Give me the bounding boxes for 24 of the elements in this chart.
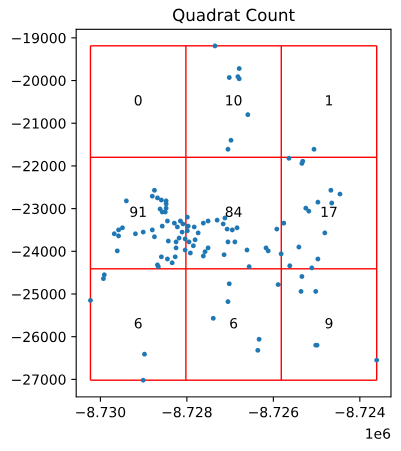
y-tick-label: −22000 xyxy=(12,160,66,172)
y-tick-label: −24000 xyxy=(12,246,66,257)
annotation: 6 xyxy=(230,318,238,329)
x-tick-label: −8.724 xyxy=(336,406,385,418)
x-tick-label: −8.726 xyxy=(249,406,298,418)
annotation: 91 xyxy=(130,206,146,218)
annotation: 10 xyxy=(226,95,242,106)
y-tick-label: −25000 xyxy=(12,288,66,300)
annotation: 9 xyxy=(325,318,332,329)
x-tick-label: −8.728 xyxy=(162,406,212,418)
annotation: 84 xyxy=(226,206,242,218)
x-tick-label: −8.730 xyxy=(76,406,126,418)
chart-title: Quadrat Count xyxy=(173,8,295,24)
annotation: 0 xyxy=(134,95,142,106)
text: 1e6 xyxy=(366,428,390,439)
y-tick-label: −23000 xyxy=(12,204,66,214)
y-tick-label: −26000 xyxy=(12,332,66,342)
y-tick-label: −20000 xyxy=(12,76,66,86)
annotation: 17 xyxy=(322,206,337,217)
y-tick-label: −27000 xyxy=(12,374,66,385)
annotation: 6 xyxy=(134,318,142,329)
annotation: 1 xyxy=(326,95,332,106)
y-tick-label: −21000 xyxy=(12,118,66,129)
y-tick-label: −19000 xyxy=(12,32,66,44)
